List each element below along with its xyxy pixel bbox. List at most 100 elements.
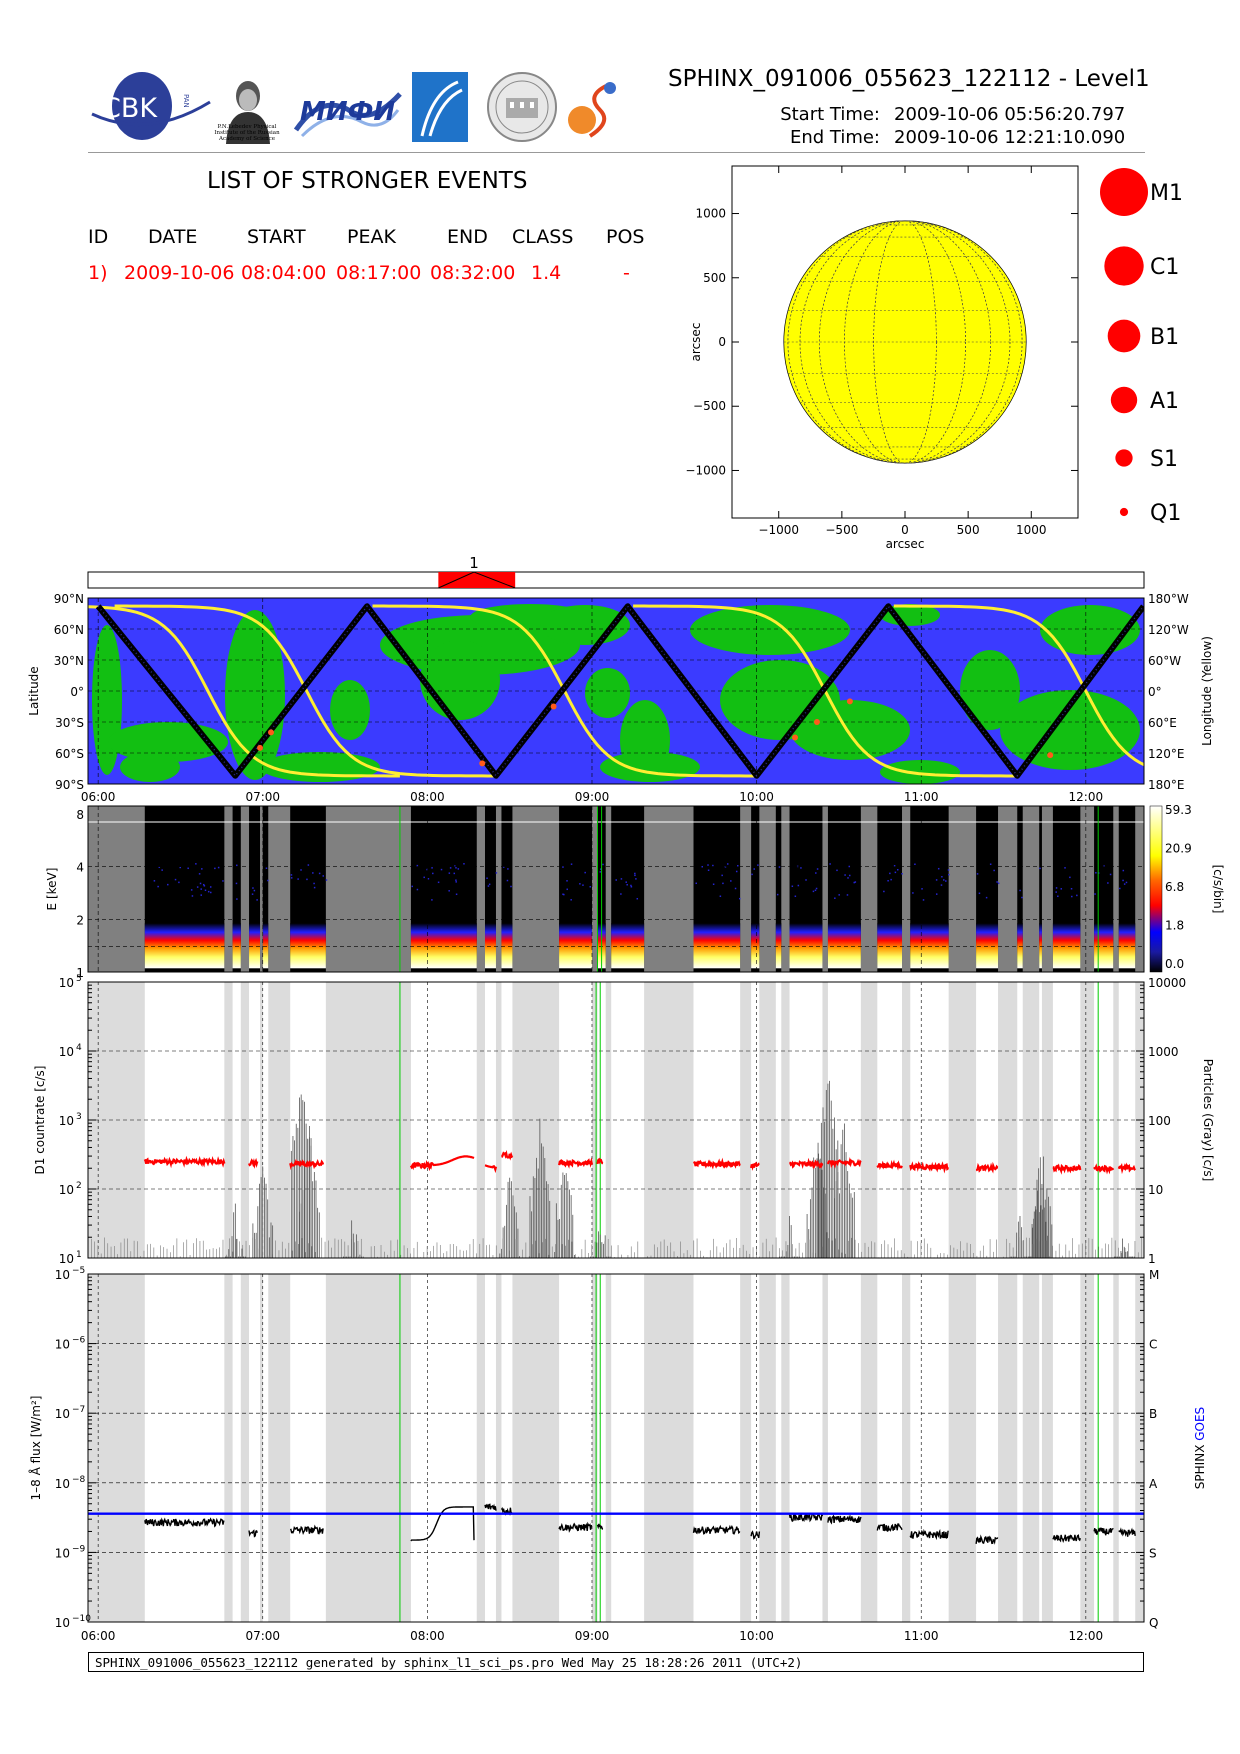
spectrogram-noise [562, 866, 564, 868]
d1-countrate-line [248, 1157, 259, 1169]
flux-label-sphinx: SPHINX [1193, 1441, 1207, 1489]
d1-countrate-line [876, 1159, 903, 1171]
flux-class-label: B [1149, 1407, 1157, 1421]
spectrogram-noise [1070, 887, 1073, 890]
spectrogram-noise [455, 867, 457, 869]
spectrogram-noise [834, 897, 836, 899]
spectrogram-noise [495, 872, 498, 874]
spectrogram-ticks: 1 2 4 8 [76, 808, 84, 980]
spectrogram-band [144, 923, 225, 969]
spectrogram-band [484, 923, 496, 969]
colorbar-tick-label: 0.0 [1165, 957, 1184, 971]
spectrogram-noise [630, 886, 633, 888]
cbk-logo-small: PAN [182, 94, 190, 108]
spectrogram-noise [1055, 887, 1058, 889]
d1-ylabel: D1 countrate [c/s] [33, 1066, 47, 1175]
spectrogram-band [1017, 923, 1023, 969]
spectrogram-noise [190, 889, 193, 891]
d1-countrate-line [826, 1157, 862, 1169]
spectrogram-noise [416, 864, 419, 867]
header-divider [88, 152, 1145, 153]
legend-label-s1: S1 [1150, 447, 1178, 472]
report-title: SPHINX_091006_055623_122112 - Level1 [668, 66, 1150, 92]
event-row-pos: - [623, 262, 630, 284]
event-row-date: 2009-10-06 [124, 262, 235, 284]
d1-gap-band [740, 982, 752, 1258]
longitude-track [114, 604, 499, 778]
spectrogram-noise [941, 875, 943, 878]
spectrogram-ytick-label: 2 [76, 913, 84, 927]
spectrogram-data [484, 806, 496, 972]
spectrogram-noise [620, 878, 623, 880]
flux-class-label: A [1149, 1477, 1158, 1491]
events-col-id: ID [88, 226, 109, 248]
d1-ylabel-right: Particles (Gray) [c/s] [1201, 1059, 1215, 1182]
spectrogram-noise [325, 879, 328, 881]
spectrogram-noise [1057, 895, 1059, 898]
flux-gap-band [948, 1274, 977, 1622]
orbit-map-ticks: 90°N 180°W 60°N 120°W 30°N 60°W 0° 0° 30°S 60°E 60… [54, 592, 1189, 804]
spectrogram-noise [707, 864, 709, 866]
d1-countrate-line [1093, 1163, 1115, 1175]
sphinx-flux-line [144, 1517, 225, 1528]
solar-xtick-label: 500 [957, 523, 980, 537]
orbit-map-time-label: 12:00 [1069, 790, 1104, 804]
flux-ytick-exp: −10 [72, 1614, 91, 1624]
solar-xtick-label: 0 [901, 523, 909, 537]
solar-ytick-label: 1000 [695, 207, 726, 221]
spectrogram-data [249, 806, 261, 972]
spectrogram-band [290, 923, 326, 969]
flux-class-label: M [1149, 1268, 1159, 1282]
spectrogram-noise [615, 879, 617, 881]
end-time-label: End Time: [789, 127, 880, 148]
spectrogram-noise [204, 889, 207, 892]
latitude-track-hit [267, 729, 274, 736]
orbit-map-region [880, 760, 960, 784]
spectrogram-content [88, 806, 1144, 972]
orbit-map-region [260, 752, 380, 782]
flux-ytick-label: 10 [55, 1407, 70, 1421]
sphinx-flux-line [1052, 1534, 1081, 1544]
legend-marker-b1 [1107, 319, 1141, 353]
spectrogram-ytick-label: 4 [76, 861, 84, 875]
spectrogram-noise [1107, 882, 1109, 884]
spectrogram-noise [630, 884, 632, 887]
spectrogram-noise [210, 891, 212, 894]
spectrogram-noise [734, 887, 737, 890]
spectrogram-band [789, 923, 823, 969]
cbk-logo: CBK PAN [91, 72, 211, 140]
spectrogram-noise [894, 871, 897, 874]
spectrogram-noise [1094, 893, 1096, 895]
mifi-logo: МИФИ [293, 92, 402, 138]
spectrogram-noise [1021, 896, 1023, 899]
spectrogram-noise [431, 899, 433, 901]
spectrogram-noise [847, 877, 849, 879]
spectrogram-noise [265, 867, 268, 869]
events-col-end: END [447, 226, 488, 248]
sphinx-flux-line [289, 1524, 324, 1535]
solar-xtick-label: −1000 [758, 523, 799, 537]
spectrogram-noise [735, 870, 738, 873]
solar-disk-ticks: −1000 −500 0 500 1000 −1000 −500 0 500 1000 [685, 166, 1078, 537]
lebedev-portrait-logo [226, 81, 270, 144]
d1-countrate-line [409, 1155, 475, 1172]
event-marker-rect [438, 572, 516, 588]
spectrogram-noise [914, 863, 916, 866]
spectrogram-noise [883, 890, 885, 893]
legend-label-c1: C1 [1150, 255, 1179, 280]
orbit-map-frame [87, 597, 1145, 785]
d1-gap-band [495, 982, 502, 1258]
flux-gap-band [759, 1274, 776, 1622]
d1-gap-band [902, 982, 911, 1258]
spectrogram-noise [721, 874, 723, 877]
spectrogram-band [827, 923, 861, 969]
d1-ytick-label: 10 [59, 1045, 74, 1059]
legend-label-a1: A1 [1150, 389, 1179, 414]
legend-marker-m1 [1100, 168, 1148, 216]
event-marker-triangle [438, 571, 516, 589]
sphinx-flux-line [596, 1523, 604, 1530]
spectrogram-noise [1064, 867, 1066, 869]
spectrogram-noise [893, 865, 896, 867]
spectrogram-noise [626, 883, 628, 886]
